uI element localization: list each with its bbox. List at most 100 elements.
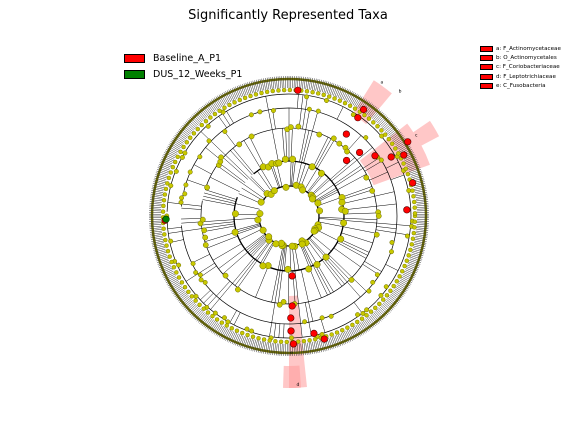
tree-branch	[274, 270, 281, 303]
leaf-spoke	[351, 93, 358, 105]
leaf-spoke	[157, 260, 169, 265]
leaf-spoke	[162, 270, 174, 277]
leaf-node	[163, 186, 169, 192]
tree-branch	[305, 109, 310, 130]
leaf-node	[232, 100, 237, 105]
leaf-node	[397, 274, 402, 279]
leaf-node	[165, 181, 170, 186]
leaf-spoke	[279, 76, 281, 89]
leaf-spoke	[298, 343, 301, 356]
leaf-node	[186, 289, 191, 295]
taxon-node	[340, 219, 348, 227]
leaf-spoke	[359, 322, 367, 333]
clade-highlight	[413, 120, 440, 146]
taxon-node	[281, 155, 289, 163]
tree-branch	[232, 257, 254, 284]
leaf-spoke	[172, 138, 183, 146]
taxon-node	[244, 326, 250, 332]
tree-branch	[237, 260, 258, 288]
tree-branch	[336, 106, 344, 120]
tree-branch	[248, 236, 268, 254]
leaf-spoke	[157, 167, 169, 172]
leaf-spoke	[331, 83, 336, 96]
leaf-spoke	[371, 109, 381, 119]
leaf-node	[222, 105, 227, 110]
group-legend: Baseline_A_P1 DUS_12_Weeks_P1	[124, 50, 242, 82]
tree-branch	[203, 195, 236, 204]
leaf-spoke	[368, 105, 376, 116]
taxon-node	[389, 239, 395, 245]
tree-branch	[337, 173, 367, 191]
taxon-node	[272, 240, 280, 248]
tree-nodes	[160, 86, 418, 348]
leaf-spoke	[149, 206, 162, 208]
tree-branch	[313, 137, 329, 167]
leaf-node	[352, 106, 358, 111]
leaf-node	[307, 338, 312, 343]
leaf-spoke	[211, 322, 219, 333]
leaf-spoke	[416, 202, 429, 205]
leaf-spoke	[354, 325, 361, 337]
leaf-spoke	[406, 160, 418, 166]
tree-branch	[304, 302, 310, 323]
taxon-node	[295, 123, 302, 130]
tree-branch	[271, 269, 279, 303]
leaf-spoke	[182, 298, 192, 308]
tree-branch	[206, 235, 238, 249]
leaf-spoke	[318, 340, 322, 353]
clade-marks: a b c d e	[290, 80, 418, 387]
tree-branch	[320, 319, 326, 333]
leaf-spoke	[416, 204, 429, 207]
leaf-spoke	[388, 127, 398, 136]
leaf-node	[212, 111, 218, 117]
leaf-spoke	[161, 158, 173, 165]
tree-branch	[341, 189, 374, 200]
clade-swatch	[480, 83, 493, 90]
leaf-node	[412, 219, 418, 224]
leaf-spoke	[415, 193, 428, 197]
taxon-node	[289, 155, 297, 163]
taxon-node	[316, 131, 323, 138]
leaf-spoke	[149, 222, 162, 224]
leaf-spoke	[156, 169, 169, 174]
leaf-spoke	[302, 76, 304, 89]
leaf-spoke	[339, 333, 345, 345]
leaf-spoke	[390, 293, 401, 302]
leaf-spoke	[152, 244, 165, 248]
tree-branch	[290, 128, 293, 162]
leaf-spoke	[259, 79, 263, 91]
leaf-spoke	[196, 110, 205, 120]
tree-branch	[291, 245, 296, 271]
leaf-spoke	[320, 80, 324, 92]
tree-branch	[265, 96, 269, 111]
leaf-spoke	[352, 94, 360, 106]
leaf-spoke	[382, 120, 392, 130]
leaf-spoke	[320, 340, 324, 352]
taxon-node	[336, 140, 343, 147]
leaf-spoke	[297, 76, 299, 89]
taxon-node	[330, 135, 337, 142]
tree-branch	[312, 265, 328, 296]
taxon-node	[206, 138, 212, 144]
leaf-spoke	[337, 86, 343, 98]
taxon-node	[324, 98, 329, 103]
leaf-node	[281, 87, 287, 93]
leaf-spoke	[313, 341, 317, 354]
leaf-spoke	[156, 256, 168, 262]
leaf-spoke	[388, 296, 398, 305]
leaf-node	[253, 92, 259, 97]
leaf-node	[312, 337, 318, 342]
leaf-spoke	[336, 334, 342, 347]
leaf-spoke	[214, 97, 221, 108]
leaf-node	[377, 301, 382, 307]
leaf-spoke	[298, 76, 301, 89]
tree-branch	[338, 240, 368, 256]
leaf-node	[368, 309, 374, 314]
leaf-node	[188, 135, 193, 140]
leaf-spoke	[318, 79, 322, 92]
leaf-spoke	[317, 79, 321, 92]
leaf-spoke	[169, 282, 180, 290]
leaf-spoke	[272, 343, 275, 356]
leaf-spoke	[235, 86, 241, 98]
leaf-spoke	[175, 291, 186, 299]
